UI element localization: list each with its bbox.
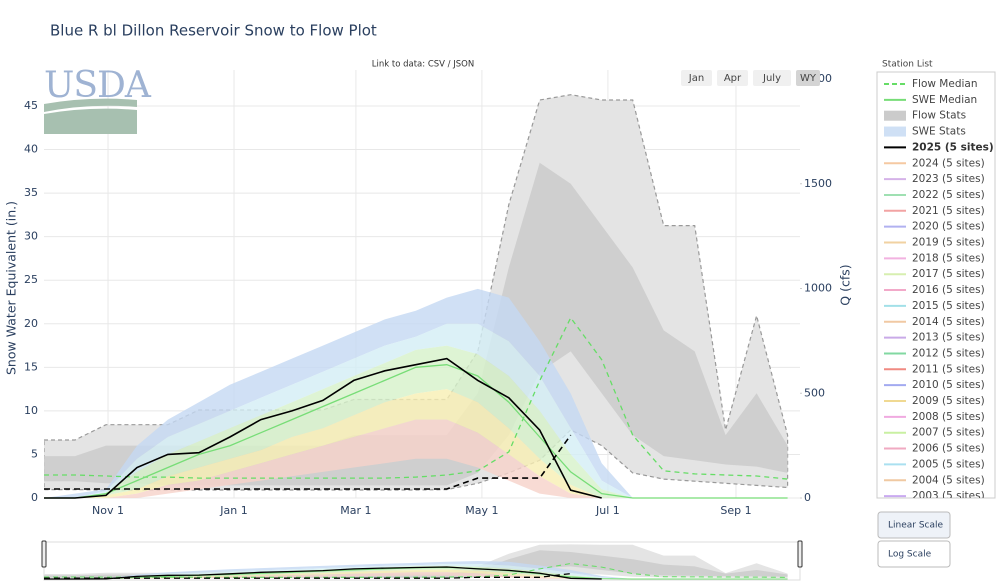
legend-label: 2007 (5 sites)	[912, 427, 985, 439]
range-button[interactable]	[796, 70, 820, 86]
chart-title: Blue R bl Dillon Reservoir Snow to Flow …	[50, 22, 377, 40]
y-tick-label: 40	[24, 143, 38, 156]
legend-label: 2020 (5 sites)	[912, 221, 985, 233]
legend-label: 2004 (5 sites)	[912, 474, 985, 486]
range-button-label[interactable]: Jan	[688, 73, 704, 84]
y-tick-label: 5	[31, 447, 38, 460]
y-tick-label: 25	[24, 273, 38, 286]
x-tick-label: Sep 1	[720, 504, 751, 517]
legend-box	[876, 71, 996, 499]
range-button[interactable]	[681, 70, 712, 86]
y-tick-label: 15	[24, 360, 38, 373]
legend-label: 2011 (5 sites)	[912, 363, 985, 375]
x-tick-label: May 1	[465, 504, 498, 517]
legend-label: 2019 (5 sites)	[912, 237, 985, 249]
legend-title: Station List	[882, 60, 933, 70]
swe-stats-band	[44, 323, 788, 498]
scale-button-label[interactable]: Log Scale	[888, 550, 932, 560]
legend-label: 2006 (5 sites)	[912, 443, 985, 455]
scale-button[interactable]	[877, 511, 951, 539]
x-tick-label: Jan 1	[219, 504, 247, 517]
data-link[interactable]: Link to data: CSV / JSON	[372, 60, 474, 70]
legend: Flow Median SWE Median Flow Stats SWE Stats…	[884, 78, 994, 502]
legend-label: 2025 (5 sites)	[912, 141, 994, 153]
swe-stats-band	[44, 288, 788, 498]
swe-stats-band	[44, 569, 788, 579]
range-button-label[interactable]: WY	[800, 73, 817, 84]
range-button-label[interactable]: Apr	[724, 73, 742, 84]
legend-label: 2012 (5 sites)	[912, 347, 985, 359]
series-line	[44, 357, 602, 499]
legend-label: 2022 (5 sites)	[912, 189, 985, 201]
x-tick-label: Mar 1	[340, 504, 371, 517]
legend-label: 2017 (5 sites)	[912, 268, 985, 280]
legend-label: 2009 (5 sites)	[912, 395, 985, 407]
band-layer	[44, 94, 789, 498]
y-axis-title: Snow Water Equivalent (in.)	[4, 201, 19, 375]
legend-label: 2003 (5 sites)	[912, 490, 985, 502]
flow-stats-inner-band	[44, 162, 788, 486]
legend-symbol	[884, 110, 906, 121]
series-line	[44, 316, 788, 480]
swe-stats-band	[44, 419, 788, 498]
range-button-label[interactable]: July	[762, 73, 781, 84]
legend-label: 2005 (5 sites)	[912, 458, 985, 470]
scale-button[interactable]	[877, 540, 951, 568]
y-tick-label: 45	[24, 99, 38, 112]
range-button[interactable]	[753, 70, 791, 86]
y-tick-label: 10	[24, 404, 38, 417]
series-flow-line	[44, 434, 572, 490]
legend-label: SWE Stats	[912, 126, 966, 138]
range-slider	[41, 540, 803, 581]
swe-stats-band	[44, 565, 788, 579]
range-buttons: Jan Apr July WY	[681, 70, 820, 86]
legend-label: Flow Stats	[912, 110, 966, 122]
swe-stats-band	[44, 572, 788, 579]
series-line	[44, 364, 788, 499]
y2-tick-label: 500	[804, 386, 825, 399]
legend-label: 2016 (5 sites)	[912, 284, 985, 296]
y-tick-label: 0	[31, 491, 38, 504]
logo-swoosh	[44, 98, 137, 112]
flow-stats-inner-band	[44, 550, 788, 578]
y-tick-label: 20	[24, 317, 38, 330]
legend-symbol	[884, 126, 906, 137]
swe-stats-band	[44, 345, 788, 498]
x-tick-label: Nov 1	[92, 504, 124, 517]
line-layer	[44, 316, 788, 499]
slider-handle[interactable]	[797, 540, 803, 568]
legend-label: 2021 (5 sites)	[912, 205, 985, 217]
scale-buttons: Linear Scale Log Scale	[877, 511, 951, 568]
legend-label: 2013 (5 sites)	[912, 332, 985, 344]
range-button[interactable]	[717, 70, 748, 86]
legend-label: 2015 (5 sites)	[912, 300, 985, 312]
slider-handle[interactable]	[41, 540, 47, 568]
scale-button-label[interactable]: Linear Scale	[888, 521, 944, 531]
series-line	[44, 566, 602, 580]
legend-label: 2014 (5 sites)	[912, 316, 985, 328]
legend-label: 2024 (5 sites)	[912, 157, 985, 169]
y-tick-label: 30	[24, 230, 38, 243]
legend-label: 2023 (5 sites)	[912, 173, 985, 185]
y2-tick-label: 1500	[804, 177, 832, 190]
legend-label: SWE Median	[912, 94, 977, 106]
y2-tick-label: 0	[804, 491, 811, 504]
swe-stats-band	[44, 389, 788, 498]
legend-label: 2018 (5 sites)	[912, 252, 985, 264]
y2-axis-title: Q (cfs)	[838, 264, 853, 305]
series-flow-line	[44, 572, 571, 579]
x-tick-label: Jul 1	[595, 504, 620, 517]
y-tick-label: 35	[24, 186, 38, 199]
y2-tick-label: 1000	[804, 282, 832, 295]
usda-logo: USDA	[44, 65, 153, 134]
legend-label: Flow Median	[912, 78, 978, 90]
legend-label: 2010 (5 sites)	[912, 379, 985, 391]
logo-field	[44, 108, 137, 134]
series-line	[44, 562, 788, 578]
legend-label: 2008 (5 sites)	[912, 411, 985, 423]
